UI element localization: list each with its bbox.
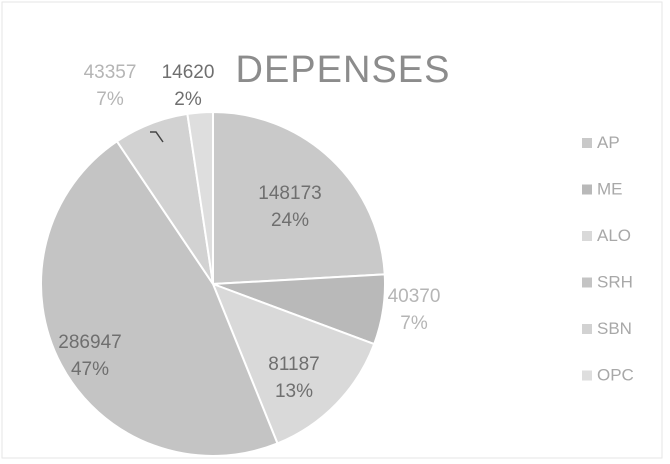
data-label-value-srh: 286947 (58, 332, 121, 353)
data-label-value-alo: 81187 (268, 354, 319, 375)
data-label-value-sbn: 43357 (84, 62, 137, 83)
legend-label-alo: ALO (597, 226, 631, 245)
legend-swatch-srh (582, 278, 592, 288)
legend-swatch-alo (582, 231, 592, 241)
legend-label-sbn: SBN (597, 319, 632, 338)
pie-slices (41, 112, 385, 456)
legend-swatch-sbn (582, 324, 592, 334)
legend-swatch-me (582, 185, 592, 195)
data-label-percent-sbn: 7% (96, 89, 124, 110)
legend-label-me: ME (597, 180, 623, 199)
legend-swatch-ap (582, 138, 592, 148)
data-label-percent-alo: 13% (275, 381, 313, 402)
data-label-percent-me: 7% (400, 313, 428, 334)
data-label-percent-srh: 47% (71, 359, 109, 380)
legend-label-opc: OPC (597, 366, 634, 385)
legend-label-srh: SRH (597, 273, 633, 292)
data-label-value-opc: 14620 (162, 62, 215, 83)
data-label-percent-opc: 2% (174, 89, 202, 110)
chart-title: DEPENSES (236, 49, 451, 91)
legend-swatch-opc (582, 371, 592, 381)
data-label-percent-ap: 24% (271, 210, 309, 231)
legend-label-ap: AP (597, 133, 620, 152)
data-label-value-ap: 148173 (258, 183, 321, 204)
data-label-value-me: 40370 (388, 286, 441, 307)
